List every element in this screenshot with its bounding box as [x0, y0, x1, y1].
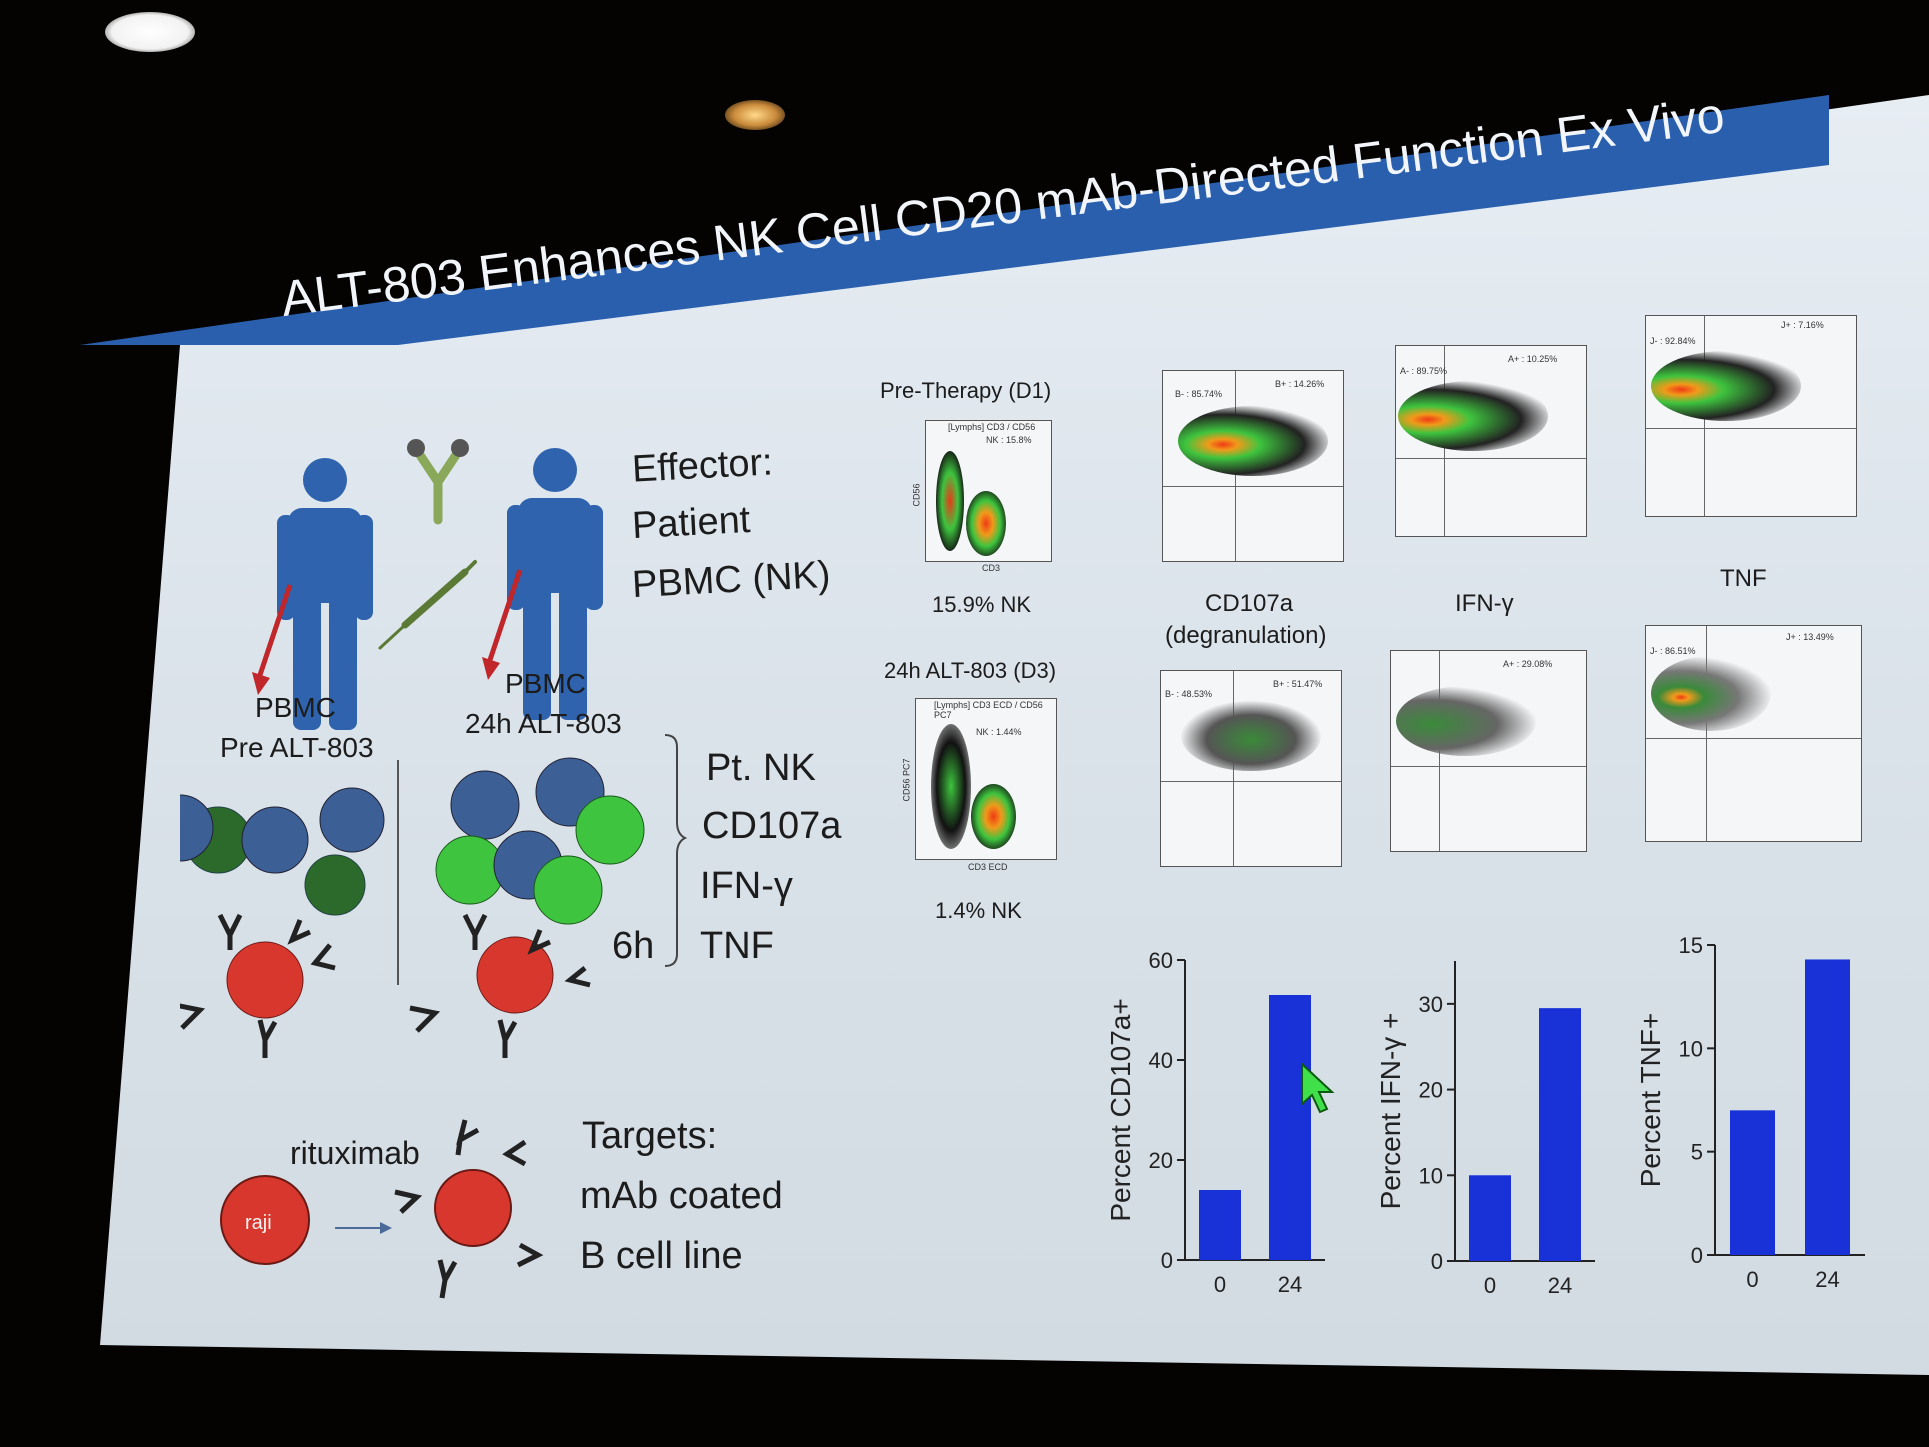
x-tick-label: 0: [1746, 1267, 1758, 1292]
readout-nk: Pt. NK: [706, 747, 816, 789]
ifn-plot-pre: A- : 89.75% A+ : 10.25%: [1395, 345, 1587, 537]
pbmc-pre-sub: Pre ALT-803: [220, 732, 374, 763]
readout-ifn: IFN-γ: [700, 865, 793, 907]
bar: [1805, 959, 1850, 1255]
y-tick-label: 30: [1419, 992, 1443, 1017]
cd107a-plot-pre: B- : 85.74% B+ : 14.26%: [1162, 370, 1344, 562]
antibody-icon: [415, 450, 461, 525]
cd107a-plot-post: B- : 48.53% B+ : 51.47%: [1160, 670, 1342, 867]
rituximab-label: rituximab: [290, 1135, 420, 1171]
pre-therapy-label: Pre-Therapy (D1): [880, 378, 1052, 403]
tnf-plot-post: J- : 86.51% J+ : 13.49%: [1645, 625, 1862, 842]
y-tick-label: 0: [1161, 1248, 1173, 1273]
ifn-column-label: IFN-γ: [1455, 590, 1514, 617]
effector-heading: Effector:: [630, 441, 774, 491]
y-tick-label: 15: [1679, 933, 1703, 958]
post-therapy-label: 24h ALT-803 (D3): [884, 658, 1057, 683]
incubation-time: 6h: [612, 925, 655, 967]
blood-draw-arrow: [257, 584, 293, 676]
effector-patient: Patient: [630, 498, 752, 548]
y-tick-label: 5: [1691, 1140, 1703, 1165]
y-tick-label: 10: [1419, 1163, 1443, 1188]
x-tick-label: 24: [1278, 1272, 1302, 1297]
schematic-diagram: [180, 439, 688, 1299]
raji-label: raji: [245, 1212, 272, 1234]
targets-bcell: B cell line: [580, 1235, 743, 1277]
ceiling-light: [105, 12, 195, 52]
ifn-bar-chart: 0 10 20 30 0 24 Percent IFN-γ +: [1375, 961, 1595, 1298]
cd107a-bar-chart: 0 20 40 60 0 24 Percent CD107a+: [1105, 948, 1325, 1297]
pbmc-post-label: PBMC: [505, 668, 586, 699]
y-axis-label: Percent IFN-γ +: [1375, 1013, 1406, 1210]
post-nk-caption: 1.4% NK: [935, 898, 1022, 923]
tnf-column-label: TNF: [1720, 565, 1767, 592]
syringe-icon: [378, 560, 477, 650]
x-tick-label: 24: [1815, 1267, 1839, 1292]
pbmc-pre-label: PBMC: [255, 692, 336, 723]
tnf-bar-chart: 0 5 10 15 0 24 Percent TNF+: [1635, 933, 1865, 1292]
readout-tnf: TNF: [700, 925, 774, 967]
y-axis-label: Percent TNF+: [1635, 1013, 1666, 1188]
pre-nk-caption: 15.9% NK: [932, 592, 1032, 617]
readout-cd107a: CD107a: [702, 805, 842, 847]
cd107a-column-label: CD107a: [1205, 590, 1294, 617]
bar: [1730, 1110, 1775, 1255]
cell-cluster-post: [435, 757, 645, 1014]
y-tick-label: 0: [1431, 1249, 1443, 1274]
blood-draw-arrow: [487, 569, 523, 661]
y-tick-label: 20: [1419, 1078, 1443, 1103]
effector-pbmc: PBMC (NK): [631, 553, 832, 607]
bar: [1469, 1175, 1511, 1261]
y-tick-label: 10: [1679, 1036, 1703, 1061]
x-tick-label: 24: [1548, 1273, 1572, 1298]
ceiling-fixture: [725, 100, 785, 130]
cd107a-column-sub: (degranulation): [1165, 622, 1327, 649]
ifn-plot-post: A+ : 29.08%: [1390, 650, 1587, 852]
y-tick-label: 0: [1691, 1243, 1703, 1268]
x-tick-label: 0: [1214, 1272, 1226, 1297]
mouse-cursor-icon: [1301, 1062, 1335, 1114]
targets-mab: mAb coated: [580, 1175, 783, 1217]
pbmc-post-sub: 24h ALT-803: [465, 708, 622, 739]
targets-heading: Targets:: [582, 1115, 718, 1157]
y-tick-label: 60: [1149, 948, 1173, 973]
person-icon: [277, 458, 373, 730]
tnf-plot-pre: J- : 92.84% J+ : 7.16%: [1645, 315, 1857, 517]
cell-cluster-pre: [180, 787, 385, 1019]
y-tick-label: 20: [1149, 1148, 1173, 1173]
bar: [1539, 1008, 1581, 1261]
x-tick-label: 0: [1484, 1273, 1496, 1298]
y-tick-label: 40: [1149, 1048, 1173, 1073]
nk-gate-plot-pre: [Lymphs] CD3 / CD56 NK : 15.8%: [925, 420, 1052, 562]
person-icon: [507, 448, 603, 720]
nk-gate-plot-post: [Lymphs] CD3 ECD / CD56 PC7 NK : 1.44%: [915, 698, 1057, 860]
bar: [1199, 1190, 1241, 1260]
y-axis-label: Percent CD107a+: [1105, 998, 1136, 1221]
bar: [1269, 995, 1311, 1260]
